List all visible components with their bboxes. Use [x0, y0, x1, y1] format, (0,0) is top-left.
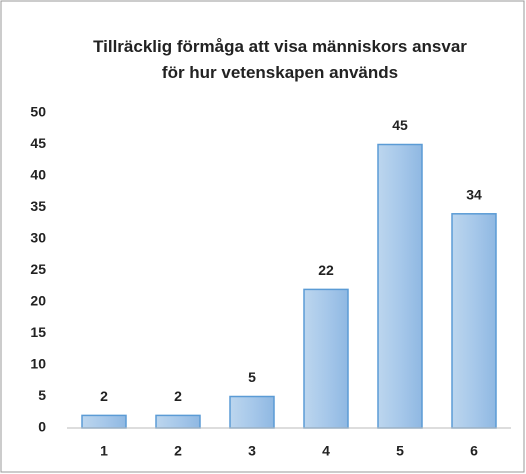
y-tick-label: 45: [30, 135, 46, 151]
bar: [229, 395, 275, 429]
y-tick-label: 40: [30, 167, 46, 183]
x-tick-label: 6: [470, 443, 478, 459]
y-tick-label: 20: [30, 293, 46, 309]
x-tick-label: 1: [100, 443, 108, 459]
y-tick-label: 30: [30, 230, 46, 246]
y-tick-label: 15: [30, 324, 46, 340]
data-label: 2: [100, 388, 108, 404]
bar: [303, 288, 349, 429]
chart-title: Tillräcklig förmåga att visa människors …: [93, 37, 467, 82]
y-tick-label: 10: [30, 356, 46, 372]
data-label: 45: [392, 117, 408, 133]
data-label: 5: [248, 369, 256, 385]
y-tick-label: 25: [30, 261, 46, 277]
y-tick-label: 35: [30, 198, 46, 214]
x-tick-label: 3: [248, 443, 256, 459]
y-tick-label: 5: [38, 387, 46, 403]
data-label: 22: [318, 262, 334, 278]
data-label: 2: [174, 388, 182, 404]
bar: [155, 414, 201, 429]
y-tick-label: 0: [38, 419, 46, 435]
x-tick-label: 5: [396, 443, 404, 459]
data-label: 34: [466, 187, 482, 203]
bar: [451, 213, 497, 429]
x-tick-label: 2: [174, 443, 182, 459]
bar: [377, 143, 423, 429]
bar: [81, 414, 127, 429]
y-tick-label: 50: [30, 104, 46, 120]
x-tick-label: 4: [322, 443, 330, 459]
